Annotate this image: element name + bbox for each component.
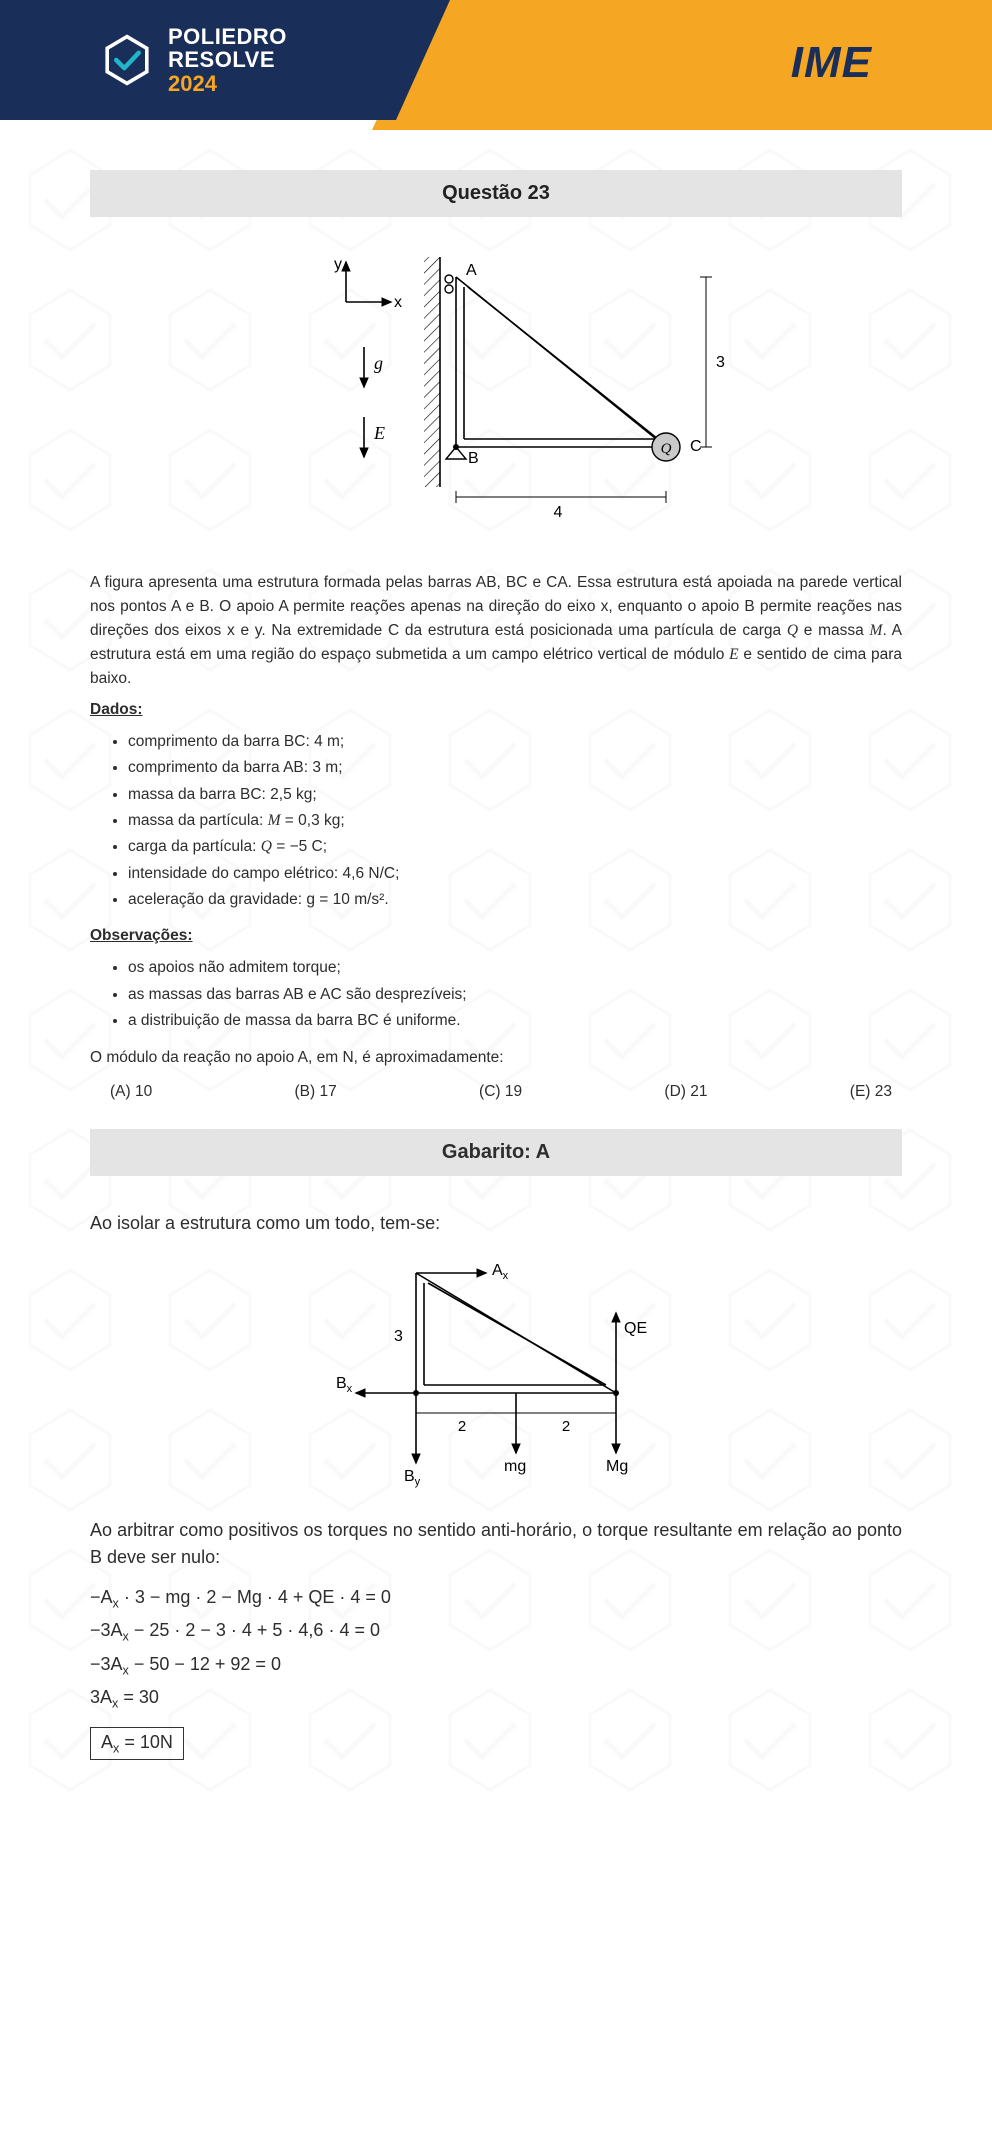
dados-label: Dados:	[90, 701, 902, 719]
dado-3: massa da partícula: M = 0,3 kg;	[128, 808, 902, 834]
sol-line1: Ao isolar a estrutura como um todo, tem-…	[90, 1210, 902, 1237]
lbl-Bx: Bx	[336, 1375, 353, 1395]
dado-6: aceleração da gravidade: g = 10 m/s².	[128, 887, 902, 913]
var-Q: Q	[787, 622, 798, 639]
dado-4: carga da partícula: Q = −5 C;	[128, 834, 902, 860]
brand-year: 2024	[168, 72, 287, 95]
eq4: 3Ax = 30	[90, 1687, 902, 1711]
logo-icon	[100, 33, 154, 87]
sol-line2: Ao arbitrar como positivos os torques no…	[90, 1517, 902, 1571]
header-orange-bg	[372, 0, 992, 130]
body-p0: A figura apresenta uma estrutura formada…	[90, 574, 902, 639]
obs-0: os apoios não admitem torque;	[128, 955, 902, 981]
opt-B: (B) 17	[295, 1083, 337, 1101]
figure-1: y x g⃗ E⃗	[90, 247, 902, 547]
lbl-mg: mg	[504, 1458, 526, 1475]
page-content: Questão 23 y x g⃗ E⃗	[0, 140, 992, 1820]
var-E: E	[729, 646, 738, 663]
eq2: −3Ax − 25 · 2 − 3 · 4 + 5 · 4,6 · 4 = 0	[90, 1620, 902, 1644]
prompt: O módulo da reação no apoio A, em N, é a…	[90, 1049, 902, 1067]
obs-2: a distribuição de massa da barra BC é un…	[128, 1008, 902, 1034]
axis-x-label: x	[394, 294, 402, 311]
var-M: M	[870, 622, 883, 639]
lbl-Ax: Ax	[492, 1262, 509, 1282]
axis-y-label: y	[334, 256, 342, 273]
exam-label: IME	[791, 38, 872, 88]
page-header: POLIEDRO RESOLVE 2024 IME	[0, 0, 992, 140]
label-C: C	[690, 438, 702, 455]
dado-2: massa da barra BC: 2,5 kg;	[128, 782, 902, 808]
header-blue-bg: POLIEDRO RESOLVE 2024	[0, 0, 450, 120]
options-row: (A) 10 (B) 17 (C) 19 (D) 21 (E) 23	[90, 1083, 902, 1101]
brand-line2: RESOLVE	[168, 48, 287, 71]
brand-line1: POLIEDRO	[168, 25, 287, 48]
dado-1: comprimento da barra AB: 3 m;	[128, 755, 902, 781]
body-p1: e massa	[798, 622, 869, 639]
lbl-QE: QE	[624, 1320, 647, 1337]
figure-2: Ax QE Bx By mg Mg 3 2 2	[90, 1253, 902, 1493]
label-B: B	[468, 450, 479, 467]
dado-0: comprimento da barra BC: 4 m;	[128, 729, 902, 755]
question-title: Questão 23	[90, 170, 902, 217]
eq1: −Ax · 3 − mg · 2 − Mg · 4 + QE · 4 = 0	[90, 1587, 902, 1611]
label-A: A	[466, 262, 477, 279]
dim2-3: 3	[394, 1328, 403, 1345]
dados-list: comprimento da barra BC: 4 m; compriment…	[90, 729, 902, 913]
dim-4: 4	[554, 504, 563, 521]
opt-A: (A) 10	[110, 1083, 152, 1101]
opt-C: (C) 19	[479, 1083, 522, 1101]
eq3: −3Ax − 50 − 12 + 92 = 0	[90, 1654, 902, 1678]
lbl-Mg: Mg	[606, 1458, 628, 1475]
problem-body: A figura apresenta uma estrutura formada…	[90, 571, 902, 691]
opt-D: (D) 21	[664, 1083, 707, 1101]
label-Q: Q	[661, 441, 672, 457]
obs-1: as massas das barras AB e AC são desprez…	[128, 982, 902, 1008]
opt-E: (E) 23	[850, 1083, 892, 1101]
dado-5: intensidade do campo elétrico: 4,6 N/C;	[128, 861, 902, 887]
dim2-2a: 2	[458, 1418, 466, 1435]
gabarito: Gabarito: A	[90, 1129, 902, 1176]
lbl-By: By	[404, 1468, 421, 1488]
dim-3: 3	[716, 354, 725, 371]
eq5-boxed: Ax = 10N	[90, 1727, 184, 1761]
dim2-2b: 2	[562, 1418, 570, 1435]
obs-label: Observações:	[90, 927, 902, 945]
obs-list: os apoios não admitem torque; as massas …	[90, 955, 902, 1034]
vec-E: E⃗	[373, 423, 399, 443]
brand-text: POLIEDRO RESOLVE 2024	[168, 25, 287, 94]
vec-g: g⃗	[374, 353, 397, 373]
